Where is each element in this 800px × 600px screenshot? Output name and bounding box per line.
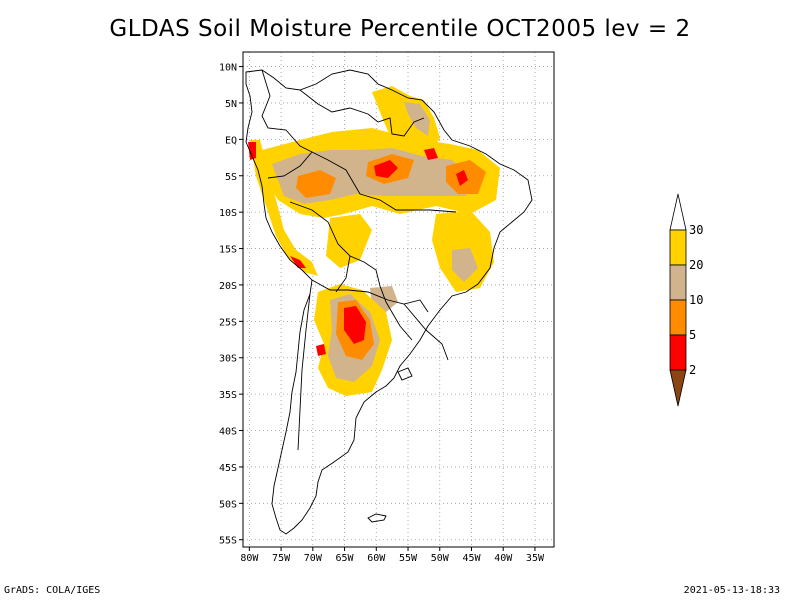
legend-swatch-20-30 [669, 229, 687, 266]
shade-andes-red2 [290, 256, 306, 268]
lat-tick-label: 25S [219, 317, 237, 328]
border-5 [311, 279, 429, 313]
lon-tick-label: 35W [526, 553, 545, 564]
legend-label-2: 2 [689, 363, 696, 377]
legend-swatch-below2 [669, 369, 687, 407]
lat-tick-label: 55S [219, 536, 237, 547]
shade-east-brazil-tan [452, 248, 478, 282]
border-1 [261, 69, 313, 179]
legend-label-30: 30 [689, 223, 703, 237]
shade-chaco-red2 [316, 344, 326, 356]
shade-chaco-red [344, 306, 366, 344]
shade-amazon-red-n [424, 148, 438, 160]
shade-andes [250, 140, 318, 276]
lat-tick-label: 5N [225, 99, 237, 110]
lat-tick-label: 50S [219, 499, 237, 510]
legend-swatch-5-10 [669, 299, 687, 336]
border-9 [403, 303, 449, 361]
lat-tick-label: 45S [219, 463, 237, 474]
map-title: GLDAS Soil Moisture Percentile OCT2005 l… [109, 16, 691, 42]
lat-tick-label: 10N [219, 63, 237, 74]
lat-tick-label: 20S [219, 281, 237, 292]
shade-andes-red [248, 142, 256, 160]
border-8 [297, 293, 311, 451]
shade-amazon-red-e [456, 170, 468, 186]
lon-tick-label: 40W [494, 553, 513, 564]
lat-tick-label: 40S [219, 427, 237, 438]
lat-tick-label: 15S [219, 245, 237, 256]
lon-tick-label: 70W [304, 553, 323, 564]
falklands [367, 513, 387, 523]
lon-tick-label: 55W [399, 553, 418, 564]
footer-credit: GrADS: COLA/IGES [4, 585, 101, 596]
lat-tick-labels: 10N 5N EQ 5S 10S 15S 20S 25S 30S 35S 40S 45S 50S 55S [219, 63, 243, 547]
border-7 [379, 285, 413, 341]
border-2 [299, 89, 425, 137]
shade-central [326, 214, 372, 268]
lon-tick-label: 80W [240, 553, 259, 564]
lagoa [397, 367, 413, 381]
lat-tick-label: 10S [219, 208, 237, 219]
legend-swatch-10-20 [669, 264, 687, 301]
shade-guiana-tan [404, 102, 430, 136]
lon-tick-labels: 80W 75W 70W 65W 60W 55W 50W 45W 40W 35W [240, 547, 545, 564]
shade-amazon-orange-w [296, 170, 336, 198]
legend-colorbar: 30 20 10 5 2 [669, 193, 703, 407]
lon-tick-label: 60W [367, 553, 386, 564]
lon-tick-label: 65W [336, 553, 355, 564]
shade-guiana [372, 86, 440, 150]
legend-label-20: 20 [689, 258, 703, 272]
legend-swatch-2-5 [669, 334, 687, 371]
continent-outline [245, 69, 533, 535]
legend-label-10: 10 [689, 293, 703, 307]
shade-amazon-red-c [374, 160, 398, 178]
gridlines [243, 52, 554, 547]
lat-tick-label: 30S [219, 354, 237, 365]
shading-layer [248, 86, 500, 396]
lat-tick-label: 35S [219, 390, 237, 401]
legend-label-5: 5 [689, 328, 696, 342]
lat-tick-label: EQ [225, 135, 237, 146]
lon-tick-label: 50W [431, 553, 450, 564]
footer-timestamp: 2021-05-13-18:33 [683, 585, 780, 596]
border-6 [335, 255, 351, 293]
border-4 [289, 201, 381, 287]
lon-tick-label: 45W [462, 553, 481, 564]
lon-tick-label: 75W [272, 553, 291, 564]
coastlines [245, 69, 533, 535]
legend-swatch-above30 [669, 193, 687, 231]
border-3 [311, 151, 457, 213]
map-frame [242, 51, 555, 548]
lat-tick-label: 5S [225, 172, 237, 183]
